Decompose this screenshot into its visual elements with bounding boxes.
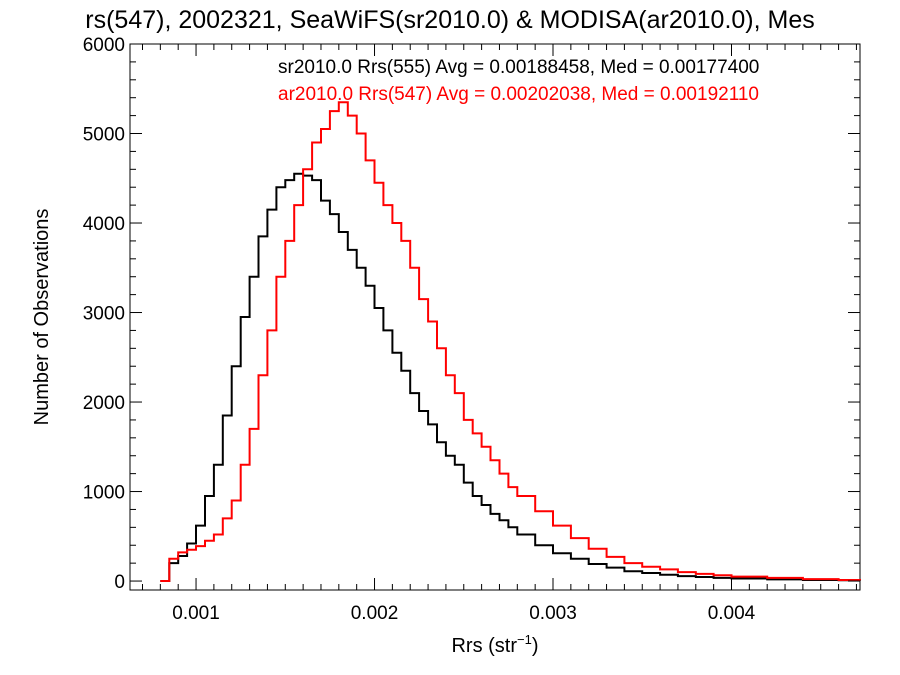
x-axis-label-superscript: −1 <box>517 632 532 647</box>
y-tick-label: 5000 <box>83 125 125 146</box>
plot-frame <box>129 43 861 591</box>
x-axis-label: Rrs (str−1) <box>451 632 538 657</box>
x-tick-label: 0.002 <box>351 603 399 624</box>
y-tick-label: 3000 <box>83 304 125 325</box>
x-tick-label: 0.004 <box>708 603 756 624</box>
x-tick-label: 0.003 <box>529 603 577 624</box>
series-line-1 <box>160 172 861 582</box>
y-tick-label: 2000 <box>83 393 125 414</box>
legend-entry-series-2: ar2010.0 Rrs(547) Avg = 0.00202038, Med … <box>278 84 759 105</box>
y-tick-label: 0 <box>114 572 125 593</box>
y-axis-label: Number of Observations <box>31 209 53 426</box>
x-axis-label-close: ) <box>532 635 539 657</box>
x-axis-label-main: Rrs (str <box>451 635 517 657</box>
legend-entry-series-1: sr2010.0 Rrs(555) Avg = 0.00188458, Med … <box>278 57 759 78</box>
chart-title: rs(547), 2002321, SeaWiFS(sr2010.0) & MO… <box>85 6 814 34</box>
series-line-2 <box>160 101 861 582</box>
ticks-layer: 0.001 0.002 0.003 0.004 0 1000 2000 3000 4000 500… <box>83 35 860 624</box>
y-tick-label: 1000 <box>83 483 125 504</box>
y-tick-label: 4000 <box>83 214 125 235</box>
legend: sr2010.0 Rrs(555) Avg = 0.00188458, Med … <box>278 57 759 105</box>
x-tick-label: 0.001 <box>172 603 220 624</box>
y-tick-label: 6000 <box>83 35 125 56</box>
series-layer <box>160 101 861 582</box>
